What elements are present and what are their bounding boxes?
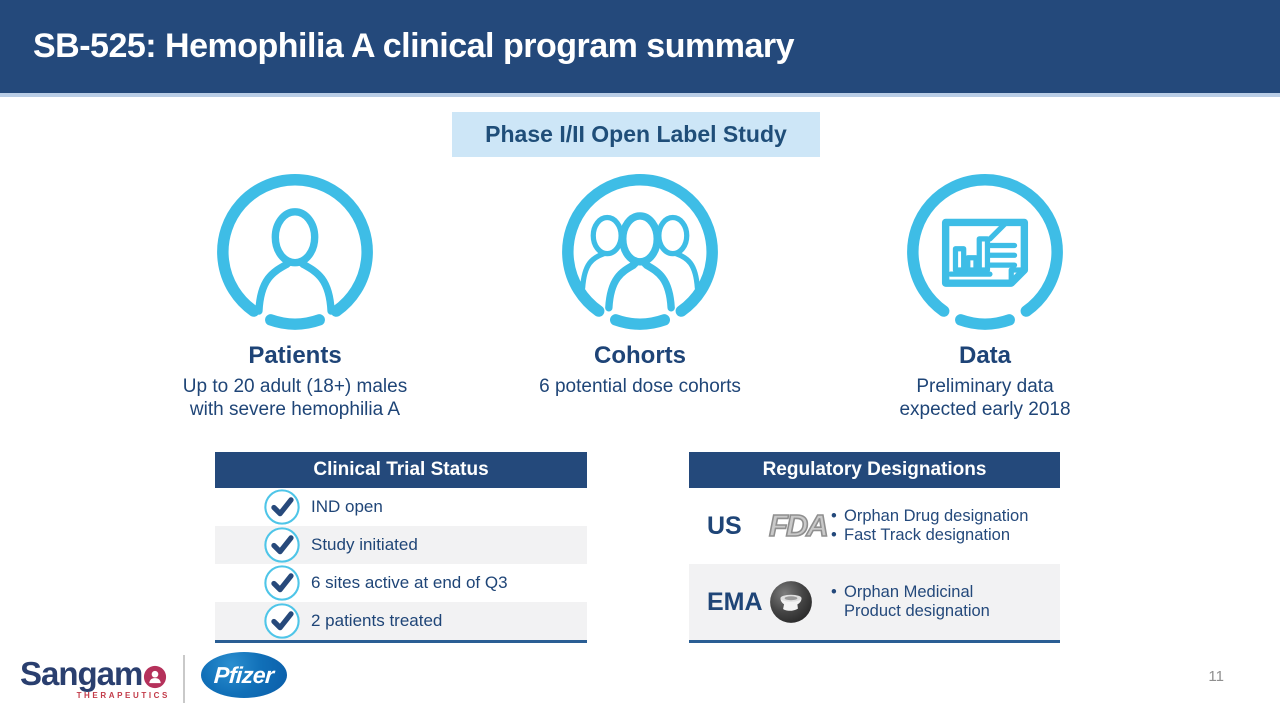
fda-logo: FDA	[768, 507, 829, 544]
status-label: IND open	[311, 497, 383, 516]
checkmark-icon	[264, 527, 300, 563]
designation-item: Orphan Drug designation	[831, 507, 1051, 526]
designation-list: Orphan Drug designation Fast Track desig…	[831, 507, 1051, 545]
table-row: IND open	[215, 488, 587, 526]
header-accent-strip	[0, 93, 1280, 97]
checkmark-icon	[264, 565, 300, 601]
checkmark-icon	[264, 489, 300, 525]
pfizer-logo: Pfizer	[201, 652, 287, 698]
table-row: 6 sites active at end of Q3	[215, 564, 587, 602]
sangamo-wordmark: Sangam	[20, 657, 170, 690]
feature-label: Data	[958, 342, 1012, 369]
checkmark-icon	[264, 603, 300, 639]
table-row: 2 patients treated	[215, 602, 587, 640]
feature-description: 6 potential dose cohorts	[539, 376, 741, 397]
table-row: US FDA Orphan Drug designation Fast Trac…	[689, 488, 1060, 564]
patient-icon	[125, 170, 465, 334]
region-label: EMA	[707, 587, 763, 616]
phase-banner: Phase I/II Open Label Study	[452, 112, 820, 157]
status-label: 6 sites active at end of Q3	[311, 573, 508, 592]
footer-divider	[183, 655, 185, 703]
feature-data: Data Preliminary data expected early 201…	[815, 170, 1155, 421]
status-label: 2 patients treated	[311, 611, 443, 630]
feature-label: Cohorts	[594, 342, 686, 369]
sangamo-text: Sangam	[20, 655, 143, 692]
region-label: US	[707, 511, 742, 540]
page-number: 11	[1208, 668, 1224, 685]
feature-description: Up to 20 adult (18+) males with severe h…	[182, 376, 408, 420]
table-row: EMA Orphan Medicinal Product designation	[689, 564, 1060, 640]
feature-description: Preliminary data expected early 2018	[899, 376, 1071, 420]
header-bar	[0, 0, 1280, 93]
sangamo-person-icon	[143, 665, 167, 689]
clinical-panel-header: Clinical Trial Status	[215, 452, 587, 488]
designation-list: Orphan Medicinal Product designation	[831, 583, 1003, 621]
page-title: SB-525: Hemophilia A clinical program su…	[33, 27, 795, 65]
pfizer-text: Pfizer	[213, 661, 275, 688]
designation-item: Fast Track designation	[831, 526, 1051, 545]
regulatory-designations-panel: Regulatory Designations US FDA Orphan Dr…	[689, 452, 1060, 643]
regulatory-panel-header: Regulatory Designations	[689, 452, 1060, 488]
status-label: Study initiated	[311, 535, 418, 554]
feature-label: Patients	[248, 342, 342, 369]
feature-patients: Patients Up to 20 adult (18+) males with…	[125, 170, 465, 421]
ema-logo	[769, 580, 831, 624]
designation-item: Orphan Medicinal Product designation	[831, 583, 1003, 621]
sangamo-logo: Sangam THERAPEUTICS	[20, 657, 170, 700]
cohorts-icon	[470, 170, 810, 334]
feature-cohorts: Cohorts 6 potential dose cohorts	[470, 170, 810, 398]
clinical-trial-status-panel: Clinical Trial Status IND open Study ini…	[215, 452, 587, 643]
data-icon	[815, 170, 1155, 334]
table-row: Study initiated	[215, 526, 587, 564]
sangamo-subtitle: THERAPEUTICS	[76, 691, 170, 700]
